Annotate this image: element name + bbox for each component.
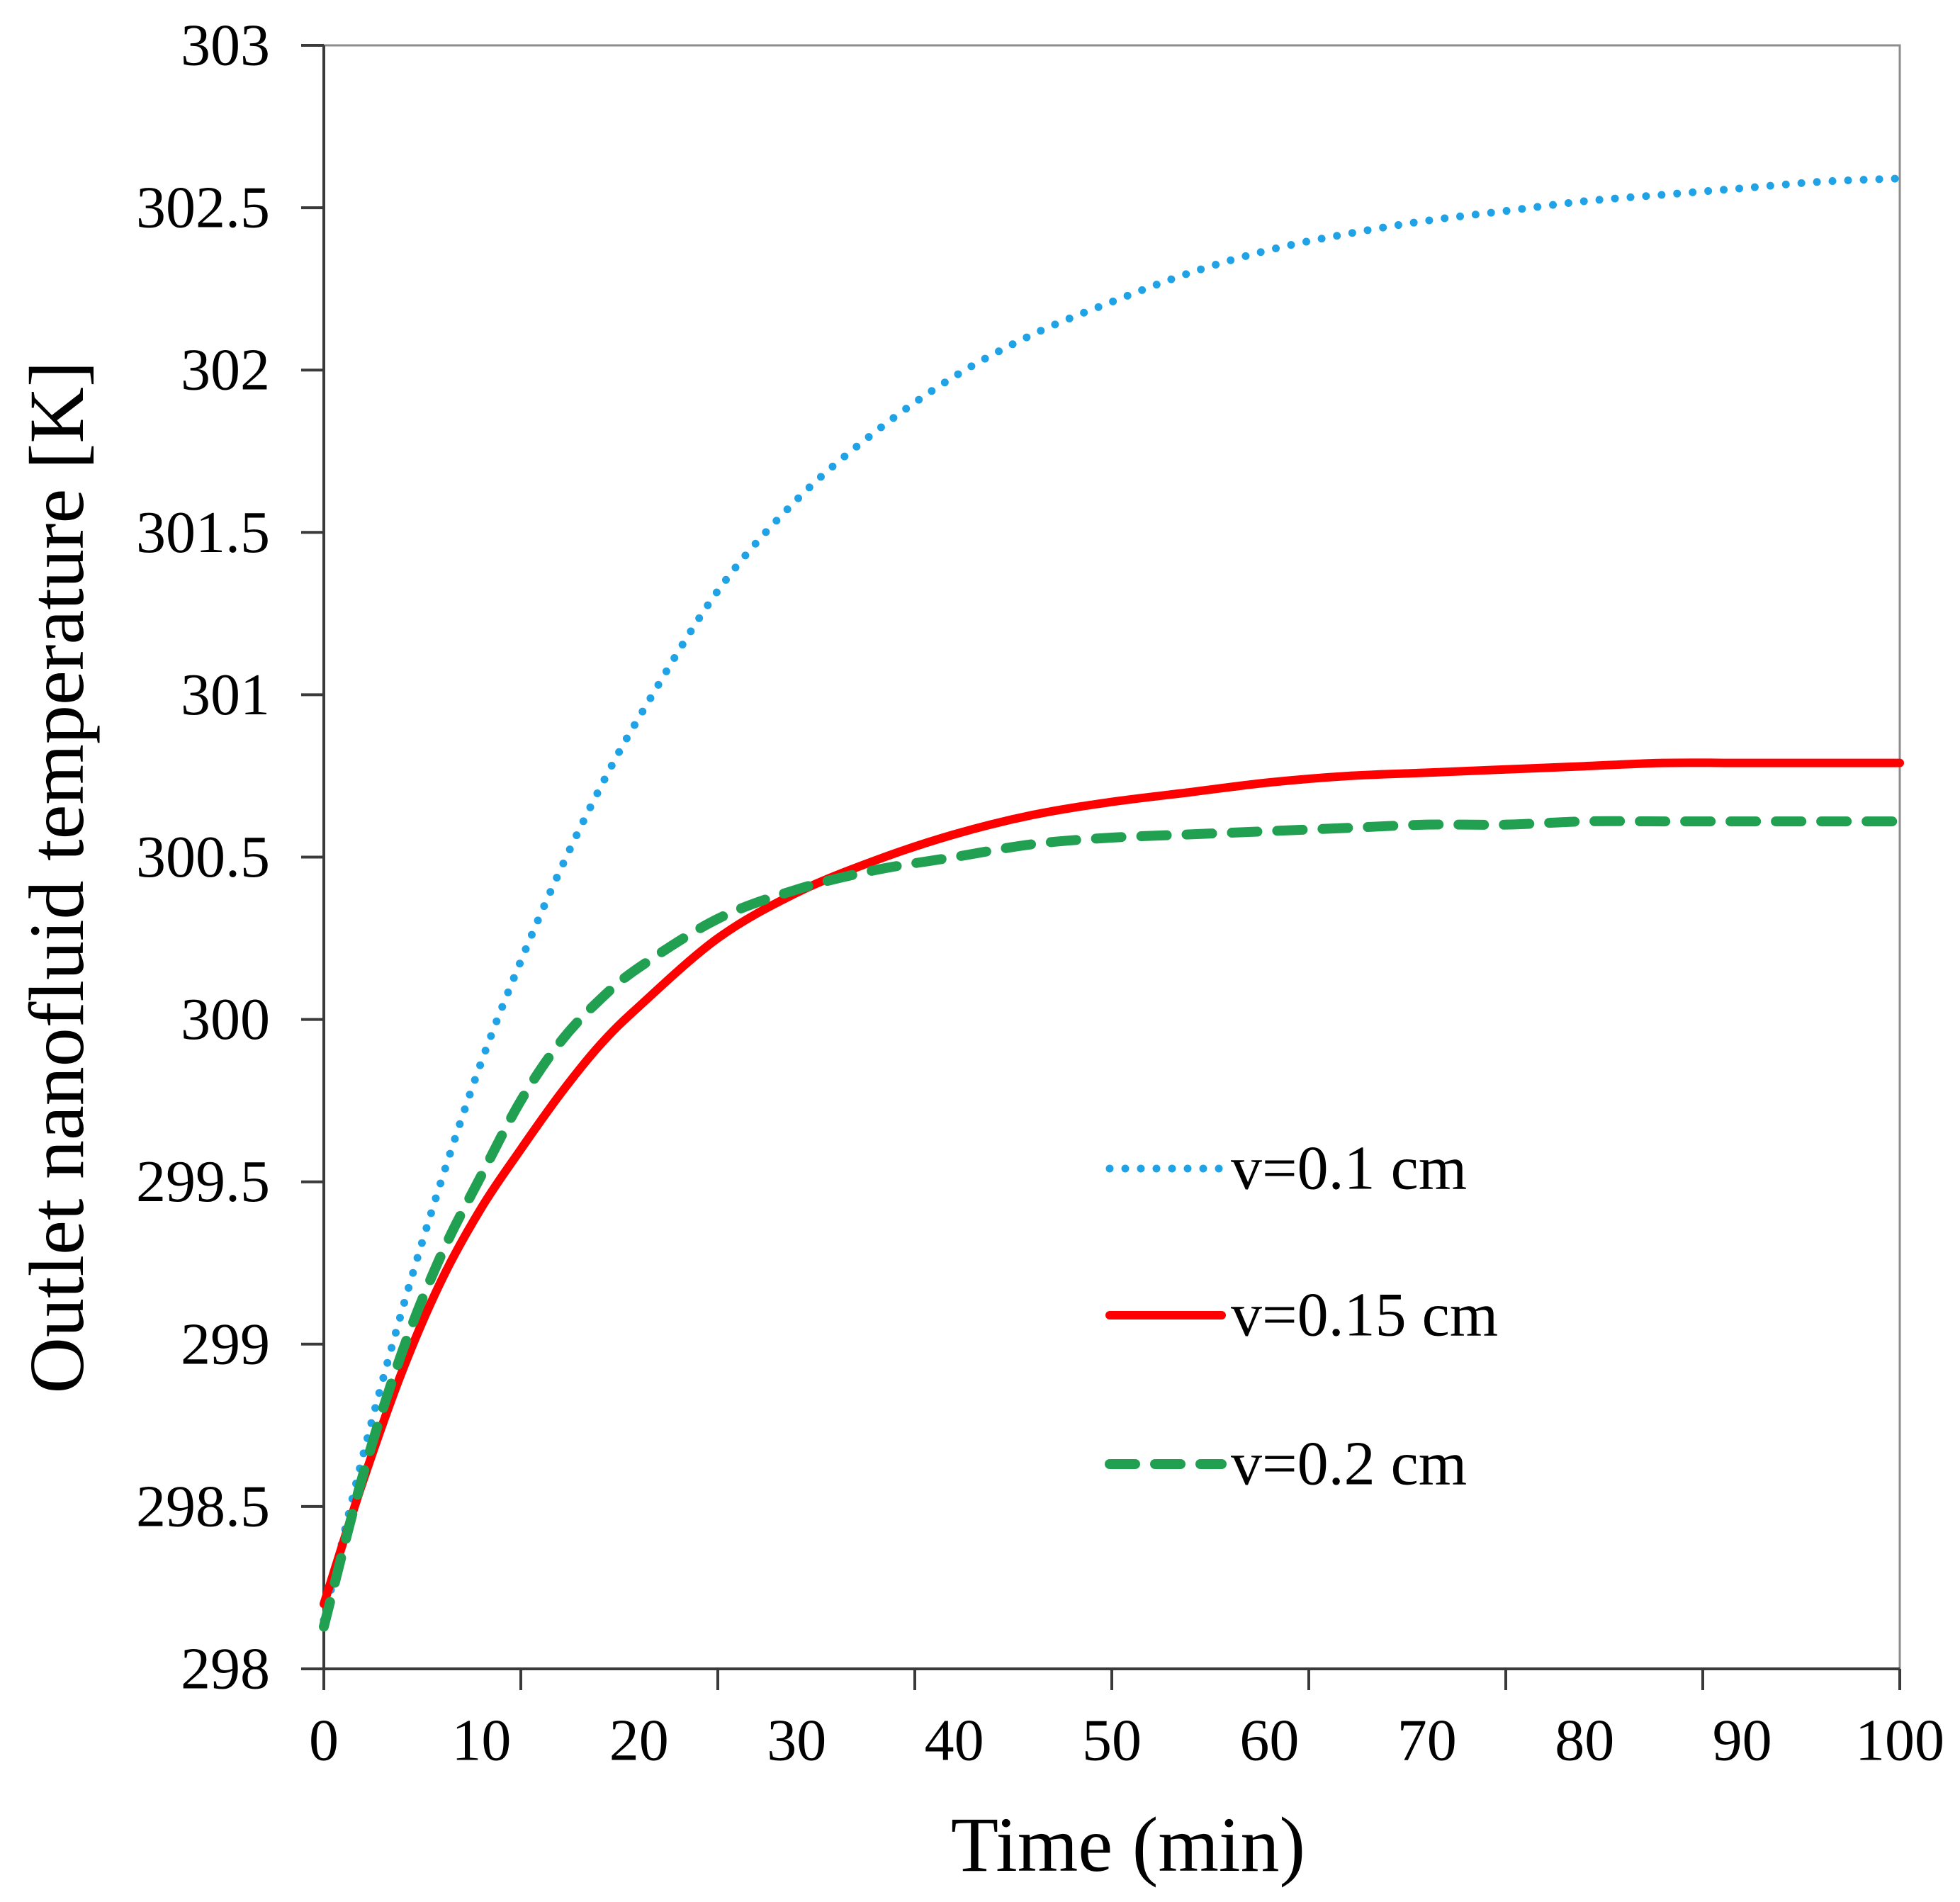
legend-label-2: v=0.15 cm (1231, 1281, 1498, 1350)
series-line-1 (320, 174, 1904, 1624)
x-tick-label: 40 (925, 1708, 984, 1774)
y-tick-label: 303 (181, 13, 270, 79)
y-tick-label: 302 (181, 337, 270, 403)
y-axis-ticks: 298 298.5 299 299.5 300 300.5 301 301.5 302 302.5… (136, 13, 324, 1702)
x-tick-label: 100 (1855, 1708, 1944, 1774)
x-tick-label: 90 (1713, 1708, 1772, 1774)
legend-label-1: v=0.1 cm (1231, 1135, 1467, 1203)
y-tick-label: 301.5 (136, 500, 270, 565)
y-tick-label: 299.5 (136, 1149, 270, 1215)
x-tick-label: 10 (451, 1708, 511, 1774)
series-layer (319, 174, 1905, 1632)
y-tick-label: 302.5 (136, 175, 270, 241)
x-tick-label: 20 (609, 1708, 669, 1774)
y-tick-label: 299 (181, 1311, 270, 1377)
y-axis-title: Outlet nanofluid temperature [K] (13, 361, 100, 1394)
y-tick-label: 301 (181, 662, 270, 728)
x-tick-label: 50 (1082, 1708, 1142, 1774)
legend-label-3: v=0.2 cm (1231, 1430, 1467, 1499)
x-tick-label: 60 (1239, 1708, 1299, 1774)
plot-area (322, 44, 1901, 1670)
x-tick-label: 30 (767, 1708, 826, 1774)
y-tick-label: 300 (181, 986, 270, 1052)
series-line-2 (320, 758, 1904, 1609)
x-tick-label: 0 (309, 1708, 339, 1774)
series-line-3 (319, 816, 1905, 1632)
x-axis-title: Time (min) (951, 1801, 1305, 1888)
legend: v=0.1 cm v=0.15 cm v=0.2 cm (1105, 1135, 1498, 1499)
x-tick-label: 80 (1555, 1708, 1614, 1774)
y-tick-label: 298.5 (136, 1473, 270, 1539)
y-tick-label: 300.5 (136, 824, 270, 890)
y-tick-label: 298 (181, 1636, 270, 1702)
x-axis-ticks: 0 10 20 30 40 50 60 70 80 90 100 (309, 1669, 1944, 1774)
x-tick-label: 70 (1397, 1708, 1457, 1774)
